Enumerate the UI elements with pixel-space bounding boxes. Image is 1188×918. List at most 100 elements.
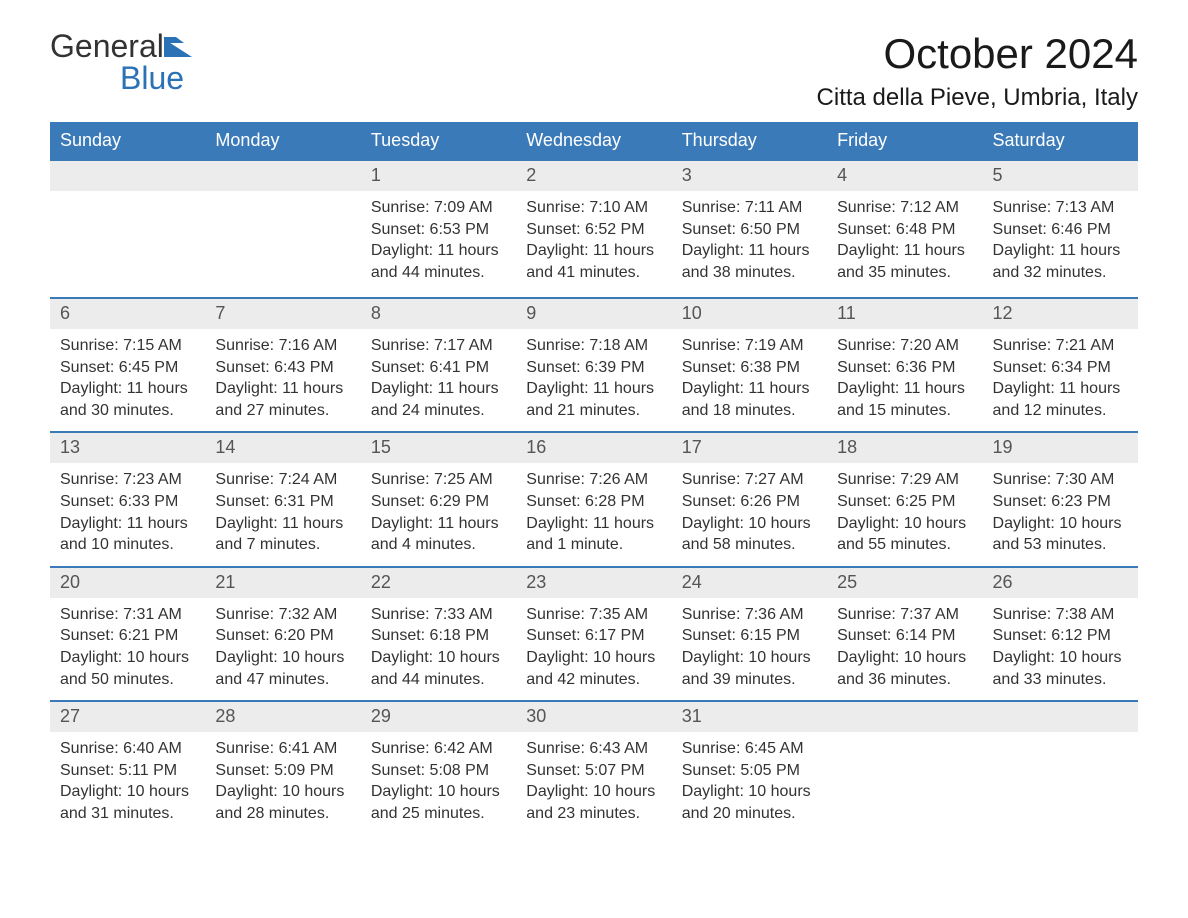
day-content: Sunrise: 7:18 AMSunset: 6:39 PMDaylight:… bbox=[516, 329, 671, 431]
calendar-day-cell: 12Sunrise: 7:21 AMSunset: 6:34 PMDayligh… bbox=[983, 298, 1138, 432]
calendar-day-cell: 8Sunrise: 7:17 AMSunset: 6:41 PMDaylight… bbox=[361, 298, 516, 432]
day-content: Sunrise: 6:43 AMSunset: 5:07 PMDaylight:… bbox=[516, 732, 671, 834]
sunset-text: Sunset: 6:14 PM bbox=[837, 625, 972, 647]
calendar-day-cell: 14Sunrise: 7:24 AMSunset: 6:31 PMDayligh… bbox=[205, 432, 360, 566]
day-content: Sunrise: 7:27 AMSunset: 6:26 PMDaylight:… bbox=[672, 463, 827, 565]
sunrise-text: Sunrise: 7:19 AM bbox=[682, 335, 817, 357]
sunset-text: Sunset: 6:29 PM bbox=[371, 491, 506, 513]
day-number: 4 bbox=[827, 161, 982, 191]
sunrise-text: Sunrise: 7:35 AM bbox=[526, 604, 661, 626]
daylight-text: Daylight: 10 hours and 23 minutes. bbox=[526, 781, 661, 824]
calendar-day-cell: 30Sunrise: 6:43 AMSunset: 5:07 PMDayligh… bbox=[516, 701, 671, 838]
daylight-text: Daylight: 11 hours and 24 minutes. bbox=[371, 378, 506, 421]
sunset-text: Sunset: 5:07 PM bbox=[526, 760, 661, 782]
calendar-week-row: 20Sunrise: 7:31 AMSunset: 6:21 PMDayligh… bbox=[50, 567, 1138, 701]
day-content bbox=[827, 732, 982, 838]
sunset-text: Sunset: 6:25 PM bbox=[837, 491, 972, 513]
sunset-text: Sunset: 6:23 PM bbox=[993, 491, 1128, 513]
day-content: Sunrise: 6:42 AMSunset: 5:08 PMDaylight:… bbox=[361, 732, 516, 834]
calendar-day-cell: 28Sunrise: 6:41 AMSunset: 5:09 PMDayligh… bbox=[205, 701, 360, 838]
day-content: Sunrise: 7:16 AMSunset: 6:43 PMDaylight:… bbox=[205, 329, 360, 431]
title-block: October 2024 Citta della Pieve, Umbria, … bbox=[817, 30, 1138, 112]
day-content: Sunrise: 7:30 AMSunset: 6:23 PMDaylight:… bbox=[983, 463, 1138, 565]
day-content: Sunrise: 7:21 AMSunset: 6:34 PMDaylight:… bbox=[983, 329, 1138, 431]
day-content: Sunrise: 7:20 AMSunset: 6:36 PMDaylight:… bbox=[827, 329, 982, 431]
calendar-day-cell: 31Sunrise: 6:45 AMSunset: 5:05 PMDayligh… bbox=[672, 701, 827, 838]
calendar-day-cell: 23Sunrise: 7:35 AMSunset: 6:17 PMDayligh… bbox=[516, 567, 671, 701]
day-content: Sunrise: 6:45 AMSunset: 5:05 PMDaylight:… bbox=[672, 732, 827, 834]
logo-flag-icon bbox=[164, 33, 192, 57]
sunset-text: Sunset: 5:09 PM bbox=[215, 760, 350, 782]
calendar-day-cell: 24Sunrise: 7:36 AMSunset: 6:15 PMDayligh… bbox=[672, 567, 827, 701]
calendar-week-row: 1Sunrise: 7:09 AMSunset: 6:53 PMDaylight… bbox=[50, 160, 1138, 298]
day-number: 21 bbox=[205, 568, 360, 598]
calendar-day-cell: 25Sunrise: 7:37 AMSunset: 6:14 PMDayligh… bbox=[827, 567, 982, 701]
page-header: General Blue October 2024 Citta della Pi… bbox=[50, 30, 1138, 112]
day-number bbox=[827, 702, 982, 732]
daylight-text: Daylight: 11 hours and 12 minutes. bbox=[993, 378, 1128, 421]
sunset-text: Sunset: 6:53 PM bbox=[371, 219, 506, 241]
month-title: October 2024 bbox=[817, 30, 1138, 78]
sunset-text: Sunset: 6:36 PM bbox=[837, 357, 972, 379]
day-number: 5 bbox=[983, 161, 1138, 191]
daylight-text: Daylight: 10 hours and 55 minutes. bbox=[837, 513, 972, 556]
sunrise-text: Sunrise: 7:38 AM bbox=[993, 604, 1128, 626]
calendar-day-cell: 5Sunrise: 7:13 AMSunset: 6:46 PMDaylight… bbox=[983, 160, 1138, 298]
calendar-day-cell: 10Sunrise: 7:19 AMSunset: 6:38 PMDayligh… bbox=[672, 298, 827, 432]
day-content: Sunrise: 7:10 AMSunset: 6:52 PMDaylight:… bbox=[516, 191, 671, 293]
day-content: Sunrise: 7:29 AMSunset: 6:25 PMDaylight:… bbox=[827, 463, 982, 565]
day-number: 30 bbox=[516, 702, 671, 732]
sunrise-text: Sunrise: 7:26 AM bbox=[526, 469, 661, 491]
calendar-day-cell: 13Sunrise: 7:23 AMSunset: 6:33 PMDayligh… bbox=[50, 432, 205, 566]
sunrise-text: Sunrise: 7:18 AM bbox=[526, 335, 661, 357]
sunrise-text: Sunrise: 7:16 AM bbox=[215, 335, 350, 357]
daylight-text: Daylight: 11 hours and 1 minute. bbox=[526, 513, 661, 556]
sunrise-text: Sunrise: 6:40 AM bbox=[60, 738, 195, 760]
day-content: Sunrise: 6:41 AMSunset: 5:09 PMDaylight:… bbox=[205, 732, 360, 834]
logo: General Blue bbox=[50, 30, 192, 94]
sunset-text: Sunset: 6:39 PM bbox=[526, 357, 661, 379]
calendar-day-cell: 29Sunrise: 6:42 AMSunset: 5:08 PMDayligh… bbox=[361, 701, 516, 838]
daylight-text: Daylight: 10 hours and 42 minutes. bbox=[526, 647, 661, 690]
sunrise-text: Sunrise: 7:17 AM bbox=[371, 335, 506, 357]
day-content: Sunrise: 7:11 AMSunset: 6:50 PMDaylight:… bbox=[672, 191, 827, 293]
weekday-header: Monday bbox=[205, 122, 360, 160]
day-number: 11 bbox=[827, 299, 982, 329]
day-content: Sunrise: 7:26 AMSunset: 6:28 PMDaylight:… bbox=[516, 463, 671, 565]
day-number: 6 bbox=[50, 299, 205, 329]
sunset-text: Sunset: 6:41 PM bbox=[371, 357, 506, 379]
sunrise-text: Sunrise: 7:25 AM bbox=[371, 469, 506, 491]
daylight-text: Daylight: 10 hours and 47 minutes. bbox=[215, 647, 350, 690]
sunrise-text: Sunrise: 7:15 AM bbox=[60, 335, 195, 357]
day-number: 28 bbox=[205, 702, 360, 732]
sunrise-text: Sunrise: 7:37 AM bbox=[837, 604, 972, 626]
sunset-text: Sunset: 6:50 PM bbox=[682, 219, 817, 241]
weekday-header-row: Sunday Monday Tuesday Wednesday Thursday… bbox=[50, 122, 1138, 160]
sunrise-text: Sunrise: 7:33 AM bbox=[371, 604, 506, 626]
calendar-day-cell: 21Sunrise: 7:32 AMSunset: 6:20 PMDayligh… bbox=[205, 567, 360, 701]
day-number: 25 bbox=[827, 568, 982, 598]
day-number: 18 bbox=[827, 433, 982, 463]
day-content bbox=[983, 732, 1138, 838]
day-content bbox=[50, 191, 205, 297]
day-number: 19 bbox=[983, 433, 1138, 463]
sunset-text: Sunset: 6:48 PM bbox=[837, 219, 972, 241]
day-content: Sunrise: 7:09 AMSunset: 6:53 PMDaylight:… bbox=[361, 191, 516, 293]
calendar-day-cell: 15Sunrise: 7:25 AMSunset: 6:29 PMDayligh… bbox=[361, 432, 516, 566]
sunset-text: Sunset: 6:34 PM bbox=[993, 357, 1128, 379]
day-number: 31 bbox=[672, 702, 827, 732]
weekday-header: Wednesday bbox=[516, 122, 671, 160]
calendar-day-cell bbox=[205, 160, 360, 298]
day-content: Sunrise: 7:23 AMSunset: 6:33 PMDaylight:… bbox=[50, 463, 205, 565]
calendar-body: 1Sunrise: 7:09 AMSunset: 6:53 PMDaylight… bbox=[50, 160, 1138, 838]
daylight-text: Daylight: 11 hours and 32 minutes. bbox=[993, 240, 1128, 283]
day-content: Sunrise: 7:37 AMSunset: 6:14 PMDaylight:… bbox=[827, 598, 982, 700]
day-number: 7 bbox=[205, 299, 360, 329]
daylight-text: Daylight: 10 hours and 50 minutes. bbox=[60, 647, 195, 690]
weekday-header: Thursday bbox=[672, 122, 827, 160]
calendar-week-row: 13Sunrise: 7:23 AMSunset: 6:33 PMDayligh… bbox=[50, 432, 1138, 566]
sunset-text: Sunset: 6:28 PM bbox=[526, 491, 661, 513]
sunset-text: Sunset: 6:46 PM bbox=[993, 219, 1128, 241]
sunrise-text: Sunrise: 7:12 AM bbox=[837, 197, 972, 219]
day-content: Sunrise: 7:38 AMSunset: 6:12 PMDaylight:… bbox=[983, 598, 1138, 700]
